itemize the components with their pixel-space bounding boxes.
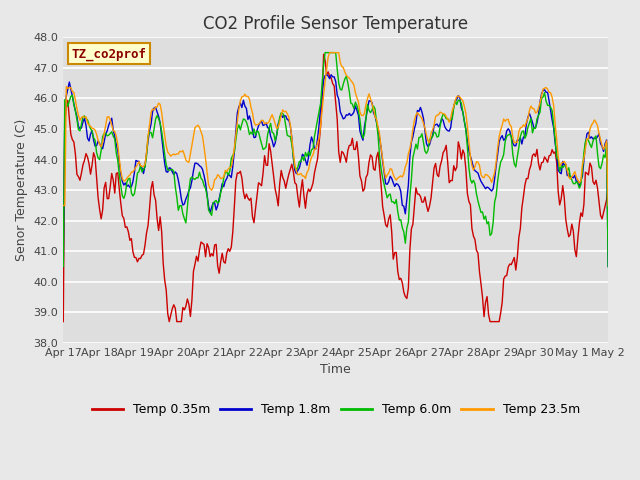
Temp 6.0m	[321, 50, 329, 56]
Line: Temp 6.0m: Temp 6.0m	[63, 53, 608, 266]
Temp 6.0m	[604, 264, 612, 269]
Temp 0.35m	[371, 168, 379, 173]
X-axis label: Time: Time	[321, 363, 351, 376]
Temp 0.35m	[389, 256, 397, 262]
Temp 23.5m	[75, 112, 83, 118]
Temp 1.8m	[604, 264, 612, 269]
Temp 6.0m	[540, 94, 547, 100]
Temp 1.8m	[161, 161, 168, 167]
Temp 6.0m	[60, 264, 67, 269]
Temp 23.5m	[161, 132, 168, 138]
Temp 23.5m	[60, 203, 67, 208]
Temp 6.0m	[389, 199, 397, 204]
Temp 1.8m	[323, 72, 330, 77]
Y-axis label: Senor Temperature (C): Senor Temperature (C)	[15, 119, 28, 261]
Temp 6.0m	[161, 151, 168, 157]
Line: Temp 1.8m: Temp 1.8m	[63, 74, 608, 266]
Temp 23.5m	[371, 114, 379, 120]
Temp 6.0m	[371, 106, 379, 112]
Temp 1.8m	[540, 87, 547, 93]
Line: Temp 0.35m: Temp 0.35m	[63, 54, 608, 322]
Legend: Temp 0.35m, Temp 1.8m, Temp 6.0m, Temp 23.5m: Temp 0.35m, Temp 1.8m, Temp 6.0m, Temp 2…	[86, 398, 585, 421]
Temp 1.8m	[75, 123, 83, 129]
Temp 23.5m	[326, 50, 333, 56]
Temp 0.35m	[161, 277, 168, 283]
Temp 1.8m	[371, 113, 379, 119]
Temp 0.35m	[604, 183, 612, 189]
Temp 23.5m	[540, 86, 547, 92]
Title: CO2 Profile Sensor Temperature: CO2 Profile Sensor Temperature	[203, 15, 468, 33]
Temp 0.35m	[60, 319, 67, 324]
Temp 0.35m	[401, 294, 409, 300]
Temp 1.8m	[60, 264, 67, 269]
Temp 23.5m	[389, 172, 397, 178]
Temp 0.35m	[320, 51, 328, 57]
Line: Temp 23.5m: Temp 23.5m	[63, 53, 608, 205]
Temp 1.8m	[389, 180, 397, 185]
Text: TZ_co2prof: TZ_co2prof	[72, 47, 147, 60]
Temp 0.35m	[75, 174, 83, 180]
Temp 1.8m	[401, 211, 409, 216]
Temp 0.35m	[540, 159, 547, 165]
Temp 6.0m	[75, 127, 83, 132]
Temp 23.5m	[604, 203, 612, 208]
Temp 6.0m	[401, 240, 409, 246]
Temp 23.5m	[401, 164, 409, 169]
